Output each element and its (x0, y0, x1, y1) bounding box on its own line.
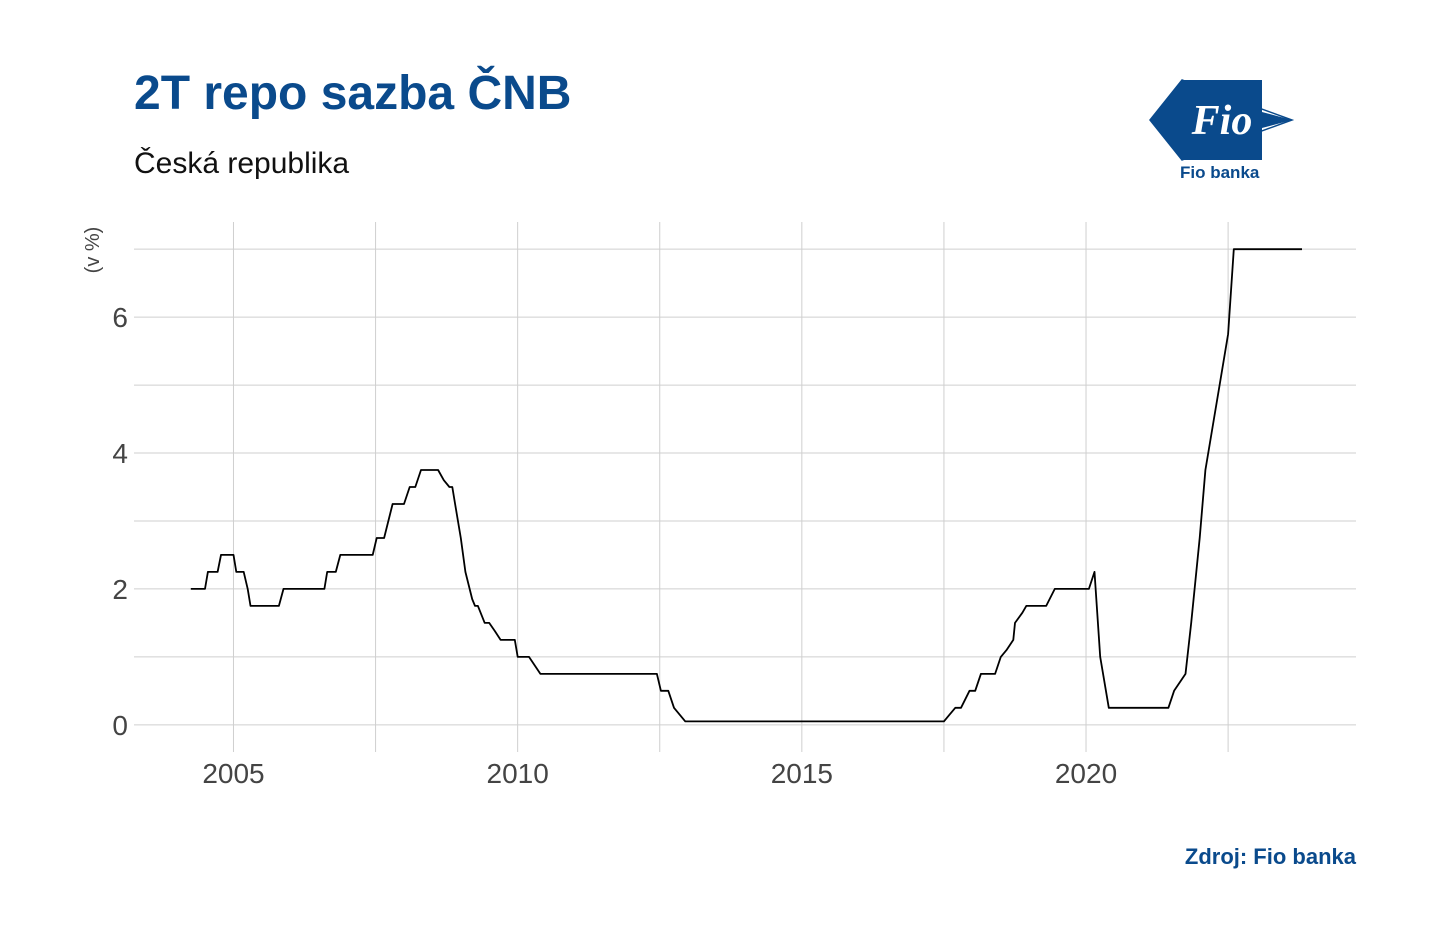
y-axis-label: (v %) (82, 227, 104, 274)
x-tick-label: 2010 (487, 758, 549, 789)
x-tick-label: 2020 (1055, 758, 1117, 789)
logo-flag-shape (1150, 80, 1292, 160)
fio-logo-icon: Fio (1149, 79, 1295, 161)
source-note: Zdroj: Fio banka (1184, 844, 1356, 869)
logo-wordmark: Fio (1191, 98, 1253, 144)
page-subtitle: Česká republika (134, 147, 350, 180)
y-tick-label: 4 (112, 438, 128, 469)
series-line (190, 248, 1302, 723)
y-tick-label: 2 (112, 574, 128, 605)
y-tick-label: 6 (112, 302, 128, 333)
logo-caption: Fio banka (1180, 163, 1260, 182)
x-tick-label: 2005 (202, 758, 264, 789)
x-tick-label: 2015 (771, 758, 833, 789)
tick-layer: 2005 2010 2015 2020 0 2 4 6 (112, 302, 1117, 789)
y-tick-label: 0 (112, 710, 128, 741)
grid-layer (134, 222, 1356, 752)
series-layer (190, 248, 1302, 723)
page-title: 2T repo sazba ČNB (134, 67, 572, 120)
